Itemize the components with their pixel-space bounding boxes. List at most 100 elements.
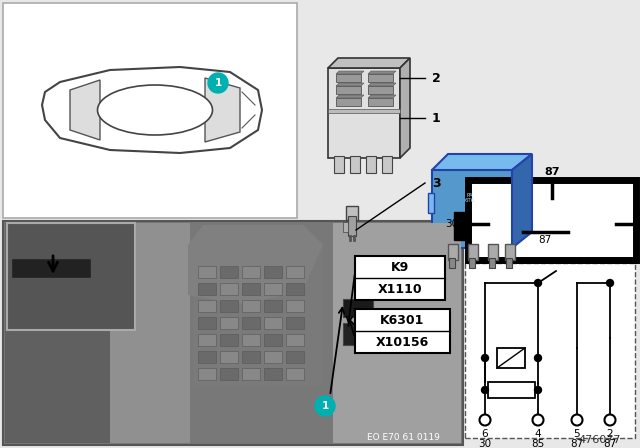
Bar	[336, 74, 361, 82]
Bar	[336, 98, 361, 106]
Bar	[242, 283, 260, 295]
Bar	[264, 351, 282, 363]
Circle shape	[481, 387, 488, 393]
Text: 2: 2	[607, 429, 613, 439]
Bar	[368, 74, 393, 82]
Polygon shape	[432, 154, 532, 170]
Bar	[198, 266, 216, 278]
Circle shape	[534, 354, 541, 362]
Bar	[286, 283, 304, 295]
Polygon shape	[188, 225, 323, 305]
Bar	[465, 263, 635, 438]
Bar	[432, 170, 512, 248]
Circle shape	[605, 414, 616, 426]
Bar	[286, 334, 304, 346]
Text: 1: 1	[214, 78, 221, 88]
Circle shape	[481, 354, 488, 362]
Polygon shape	[368, 71, 396, 74]
Bar	[198, 351, 216, 363]
Bar	[264, 334, 282, 346]
Polygon shape	[336, 95, 364, 98]
Bar	[454, 212, 470, 240]
Bar	[11, 258, 91, 278]
Text: 4: 4	[534, 429, 541, 439]
Bar	[242, 334, 260, 346]
Polygon shape	[42, 67, 262, 153]
Bar	[193, 245, 323, 385]
Bar	[346, 206, 358, 220]
Circle shape	[479, 414, 490, 426]
Bar	[264, 317, 282, 329]
Bar	[264, 368, 282, 380]
Circle shape	[607, 280, 614, 287]
Bar	[468, 244, 478, 260]
Text: 1: 1	[321, 401, 328, 411]
Bar	[220, 283, 238, 295]
Bar	[328, 109, 400, 113]
Text: 85: 85	[531, 439, 545, 448]
Text: 87: 87	[544, 167, 560, 177]
Bar	[334, 156, 344, 173]
Bar	[350, 156, 360, 173]
Circle shape	[534, 387, 541, 393]
Bar	[198, 283, 216, 295]
Bar	[242, 317, 260, 329]
Bar	[286, 317, 304, 329]
Bar	[489, 258, 495, 268]
Text: 1: 1	[432, 112, 441, 125]
Text: 476077: 476077	[579, 435, 621, 445]
Bar	[198, 317, 216, 329]
Bar	[286, 266, 304, 278]
Bar	[366, 156, 376, 173]
Bar	[264, 266, 282, 278]
Circle shape	[532, 414, 543, 426]
Polygon shape	[336, 71, 364, 74]
Bar	[242, 266, 260, 278]
Bar	[497, 348, 525, 368]
Text: 87: 87	[570, 439, 584, 448]
Bar	[348, 216, 356, 236]
Bar	[468, 180, 636, 260]
Circle shape	[572, 414, 582, 426]
Bar	[428, 193, 434, 213]
Bar	[488, 382, 535, 398]
Polygon shape	[512, 154, 532, 248]
Bar	[355, 309, 450, 353]
Polygon shape	[400, 58, 410, 158]
Text: EO E70 61 0119: EO E70 61 0119	[367, 432, 440, 441]
Bar	[634, 210, 640, 232]
Polygon shape	[205, 78, 240, 142]
Bar	[505, 244, 515, 260]
Bar	[220, 317, 238, 329]
Bar	[5, 223, 110, 443]
Circle shape	[208, 73, 228, 93]
Bar	[333, 223, 461, 443]
Bar	[3, 3, 297, 218]
Bar	[336, 86, 361, 94]
Bar	[242, 300, 260, 312]
Text: X1110: X1110	[378, 283, 422, 296]
Ellipse shape	[97, 85, 212, 135]
Text: 5: 5	[573, 429, 580, 439]
Polygon shape	[70, 80, 100, 140]
Bar	[286, 368, 304, 380]
Bar	[488, 244, 498, 260]
Text: 30: 30	[479, 439, 492, 448]
Text: K9: K9	[391, 260, 409, 273]
Bar	[328, 68, 400, 158]
Text: 87: 87	[604, 439, 616, 448]
Text: X10156: X10156	[376, 336, 429, 349]
Bar	[242, 351, 260, 363]
Text: PA
6T6: PA 6T6	[465, 193, 475, 203]
Text: 2: 2	[432, 72, 441, 85]
Bar	[7, 223, 135, 330]
Bar	[198, 334, 216, 346]
Bar	[469, 258, 475, 268]
Bar	[3, 221, 463, 445]
Bar	[220, 368, 238, 380]
Bar	[506, 258, 512, 268]
Polygon shape	[336, 83, 364, 86]
Polygon shape	[368, 95, 396, 98]
Bar	[286, 351, 304, 363]
Bar	[110, 223, 190, 443]
